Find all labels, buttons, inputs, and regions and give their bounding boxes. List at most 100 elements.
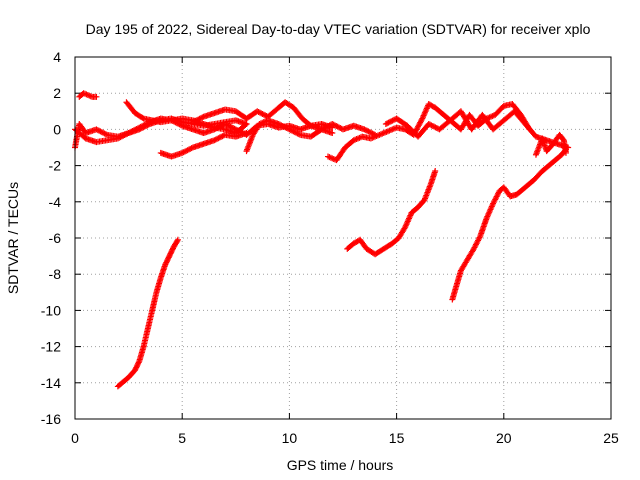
x-tick-label: 5 bbox=[178, 430, 186, 446]
data-point bbox=[125, 130, 132, 137]
x-tick-label: 15 bbox=[389, 430, 405, 446]
data-point bbox=[277, 121, 284, 128]
data-point bbox=[295, 131, 302, 138]
data-point bbox=[364, 127, 371, 134]
data-point bbox=[215, 135, 222, 142]
data-point bbox=[116, 134, 123, 141]
data-point bbox=[384, 120, 391, 127]
y-tick-label: -6 bbox=[49, 230, 62, 246]
data-point bbox=[282, 124, 289, 131]
data-point bbox=[176, 121, 183, 128]
data-point bbox=[134, 125, 141, 132]
x-tick-label: 10 bbox=[282, 430, 298, 446]
data-point bbox=[258, 110, 265, 117]
data-point bbox=[177, 122, 184, 129]
data-point bbox=[183, 147, 190, 154]
data-point bbox=[102, 131, 109, 138]
data-point bbox=[117, 134, 124, 141]
data-point bbox=[279, 123, 286, 130]
data-point bbox=[368, 129, 375, 136]
data-point bbox=[322, 124, 329, 131]
y-tick-label: -2 bbox=[49, 158, 62, 174]
data-point bbox=[431, 123, 438, 130]
data-point bbox=[97, 128, 104, 135]
chart-title: Day 195 of 2022, Sidereal Day-to-day VTE… bbox=[86, 21, 591, 37]
grid-lines bbox=[75, 57, 611, 419]
data-point bbox=[361, 126, 368, 133]
data-point bbox=[286, 126, 293, 133]
y-tick-label: -8 bbox=[49, 266, 62, 282]
data-point bbox=[191, 118, 198, 125]
data-point bbox=[259, 111, 266, 118]
data-point bbox=[432, 124, 439, 131]
data-point bbox=[196, 115, 203, 122]
data-point bbox=[218, 133, 225, 140]
data-point bbox=[382, 120, 389, 127]
data-point bbox=[386, 118, 393, 125]
data-point bbox=[139, 123, 145, 130]
data-point bbox=[129, 127, 136, 134]
data-point bbox=[389, 117, 396, 124]
data-point bbox=[326, 122, 333, 129]
data-point bbox=[114, 135, 121, 142]
data-point bbox=[124, 130, 131, 137]
data-point bbox=[243, 130, 250, 137]
data-point bbox=[429, 123, 436, 130]
series-track-dip-8 bbox=[243, 117, 379, 155]
data-point bbox=[93, 93, 100, 100]
x-tick-label: 20 bbox=[496, 430, 512, 446]
data-point bbox=[335, 124, 342, 131]
data-point bbox=[188, 145, 195, 152]
data-point bbox=[562, 147, 569, 154]
data-point bbox=[143, 121, 150, 128]
y-tick-label: -4 bbox=[49, 194, 62, 210]
data-point bbox=[256, 109, 263, 116]
data-point bbox=[118, 133, 125, 140]
data-point bbox=[130, 127, 137, 134]
y-tick-label: 4 bbox=[53, 49, 61, 65]
data-point bbox=[94, 127, 101, 134]
data-point bbox=[325, 123, 332, 130]
y-tick-label: -16 bbox=[41, 411, 61, 427]
data-point bbox=[291, 129, 298, 136]
data-point bbox=[96, 127, 103, 134]
data-point bbox=[219, 133, 226, 140]
data-point bbox=[223, 121, 230, 128]
data-point bbox=[173, 120, 180, 127]
data-point bbox=[366, 129, 373, 136]
data-point bbox=[281, 123, 288, 130]
data-point bbox=[181, 148, 188, 155]
data-point bbox=[98, 129, 105, 136]
data-point bbox=[321, 125, 328, 132]
data-point bbox=[199, 114, 206, 121]
data-point bbox=[100, 129, 107, 136]
data-point bbox=[174, 236, 181, 243]
data-point bbox=[432, 168, 439, 175]
data-point bbox=[121, 132, 128, 139]
data-point bbox=[562, 146, 569, 153]
data-point bbox=[174, 238, 181, 245]
data-point bbox=[260, 111, 267, 118]
data-point bbox=[184, 147, 191, 154]
data-point bbox=[318, 126, 325, 133]
x-tick-label: 0 bbox=[71, 430, 79, 446]
data-point bbox=[133, 125, 140, 132]
data-point bbox=[323, 123, 330, 130]
y-tick-label: -14 bbox=[41, 375, 61, 391]
data-point bbox=[285, 125, 292, 132]
data-point bbox=[243, 120, 250, 127]
x-tick-label: 25 bbox=[603, 430, 619, 446]
data-point bbox=[137, 123, 144, 130]
data-point bbox=[185, 146, 192, 153]
series-track-dip-12 bbox=[324, 101, 533, 164]
series-track-right-cluster bbox=[382, 108, 572, 151]
data-point bbox=[428, 122, 435, 129]
data-point bbox=[122, 131, 129, 138]
y-tick-label: -12 bbox=[41, 339, 61, 355]
data-point bbox=[290, 128, 297, 135]
data-point bbox=[319, 125, 326, 132]
series-track-early-high bbox=[76, 90, 100, 100]
data-point bbox=[216, 134, 223, 141]
